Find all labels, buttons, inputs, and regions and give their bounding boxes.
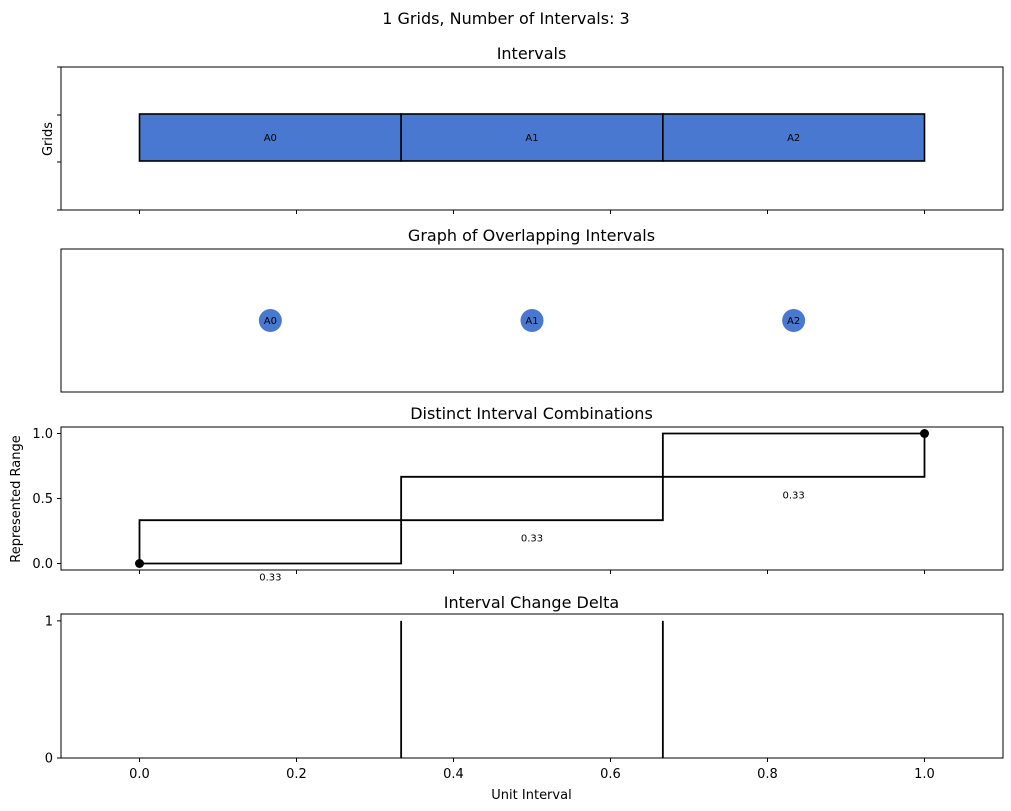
interval-bar-1 — [400, 113, 664, 162]
panel-intervals: Intervals Grids A0 A1 A2 — [41, 44, 1004, 214]
panel-intervals-ylabel: Grids — [41, 122, 56, 156]
delta-xtick-label-0: 0.0 — [129, 767, 150, 782]
panel-combinations-ylabel: Represented Range — [9, 435, 24, 562]
panel-intervals-title: Intervals — [497, 44, 567, 63]
panel-delta-xlabel: Unit Interval — [491, 788, 571, 803]
graph-node-2 — [782, 309, 806, 332]
interval-bar-2 — [662, 113, 926, 162]
graph-node-0 — [258, 309, 282, 332]
delta-ytick-label-1: 1 — [45, 614, 53, 629]
interval-bar-label-2: A2 — [787, 133, 800, 144]
panel-combinations: Distinct Interval Combinations Represent… — [9, 404, 1004, 584]
panel-overlap-title: Graph of Overlapping Intervals — [408, 226, 655, 245]
interval-bar-label-1: A1 — [525, 133, 538, 144]
delta-xtick-label-3: 0.6 — [600, 767, 621, 782]
panel-combinations-title: Distinct Interval Combinations — [410, 404, 653, 423]
delta-ytick-label-0: 0 — [45, 752, 53, 767]
graph-node-1 — [520, 309, 544, 332]
combinations-ytick-label-0: 0.0 — [32, 557, 53, 572]
panel-delta-title: Interval Change Delta — [444, 593, 619, 612]
panel-intervals-frame — [60, 66, 1004, 211]
delta-xtick-label-5: 1.0 — [914, 767, 935, 782]
delta-xtick-label-1: 0.2 — [286, 767, 307, 782]
combination-annotation-1: 0.33 — [521, 534, 543, 545]
figure-suptitle: 1 Grids, Number of Intervals: 3 — [382, 9, 629, 28]
combination-box-1 — [400, 475, 664, 522]
interval-bar-label-0: A0 — [264, 133, 277, 144]
panel-overlap-graph: Graph of Overlapping Intervals A0 A1 A2 — [60, 226, 1004, 393]
combinations-ytick-label-2: 1.0 — [32, 427, 53, 442]
panel-combinations-frame — [60, 426, 1004, 571]
delta-xtick-label-2: 0.4 — [443, 767, 464, 782]
combination-box-0 — [138, 519, 403, 565]
combination-annotation-2: 0.33 — [783, 491, 805, 502]
panel-delta-frame — [60, 613, 1004, 759]
graph-node-label-2: A2 — [787, 316, 800, 327]
panel-overlap-frame — [60, 248, 1004, 393]
interval-bar-0 — [138, 113, 402, 162]
combination-endpoint-0 — [135, 559, 144, 568]
combinations-ytick-label-1: 0.5 — [32, 492, 53, 507]
delta-xtick-label-4: 0.8 — [757, 767, 778, 782]
graph-node-label-1: A1 — [525, 316, 538, 327]
combination-endpoint-1 — [920, 429, 929, 438]
combination-annotation-0: 0.33 — [259, 573, 281, 584]
graph-node-label-0: A0 — [264, 316, 277, 327]
panel-delta: Interval Change Delta Unit Interval 0 1 0.… — [45, 593, 1004, 803]
combination-box-2 — [661, 432, 926, 478]
